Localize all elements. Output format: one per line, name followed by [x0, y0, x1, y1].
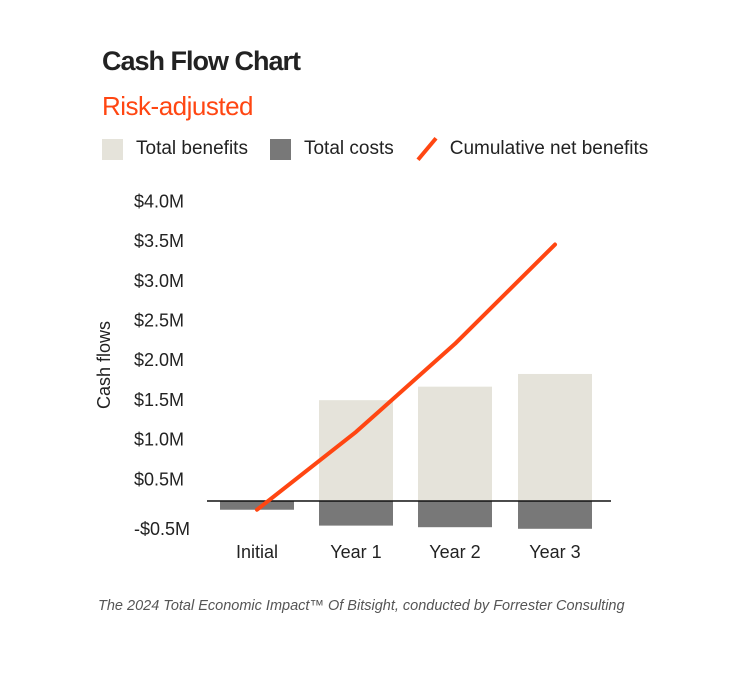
- y-tick-label: $3.0M: [134, 271, 184, 291]
- source-footnote: The 2024 Total Economic Impact™ Of Bitsi…: [98, 598, 625, 614]
- y-tick-label: $4.0M: [134, 191, 184, 211]
- legend-item-total-costs: Total costs: [269, 138, 394, 160]
- cost-bar-initial: [220, 501, 294, 510]
- x-tick-label: Year 1: [330, 542, 381, 562]
- benefit-bar-year-3: [518, 373, 592, 501]
- legend-label: Total benefits: [136, 138, 248, 159]
- y-tick-label: $2.5M: [134, 311, 184, 331]
- cumulative-net-benefits-line: [255, 242, 557, 512]
- legend-label: Total costs: [303, 138, 394, 159]
- legend-item-cumulative: Cumulative net benefits: [416, 138, 649, 160]
- benefit-bar-year-2: [418, 386, 492, 501]
- y-tick-label: -$0.5M: [134, 519, 190, 539]
- x-tick-label: Year 2: [429, 542, 480, 562]
- y-tick-label: $1.5M: [134, 390, 184, 410]
- legend-swatch-benefits: [102, 138, 123, 160]
- cost-bar-year-1: [319, 501, 393, 526]
- x-tick-label: Initial: [236, 542, 278, 562]
- y-tick-label: $2.0M: [134, 350, 184, 370]
- cost-bar-year-2: [418, 501, 492, 528]
- y-axis-label: Cash flows: [94, 321, 114, 409]
- legend-label: Cumulative net benefits: [449, 138, 649, 159]
- cost-bar-year-3: [518, 501, 592, 529]
- legend-swatch-costs: [269, 138, 291, 160]
- legend-item-total-benefits: Total benefits: [102, 138, 248, 160]
- x-tick-label: Year 3: [529, 542, 580, 562]
- y-tick-label: $3.5M: [134, 231, 184, 251]
- legend: Total benefits Total costs Cumulative ne…: [102, 138, 670, 160]
- chart-subtitle: Risk-adjusted: [102, 91, 254, 121]
- y-tick-label: $1.0M: [134, 430, 184, 450]
- chart-title: Cash Flow Chart: [102, 46, 301, 76]
- y-tick-label: $0.5M: [134, 469, 184, 489]
